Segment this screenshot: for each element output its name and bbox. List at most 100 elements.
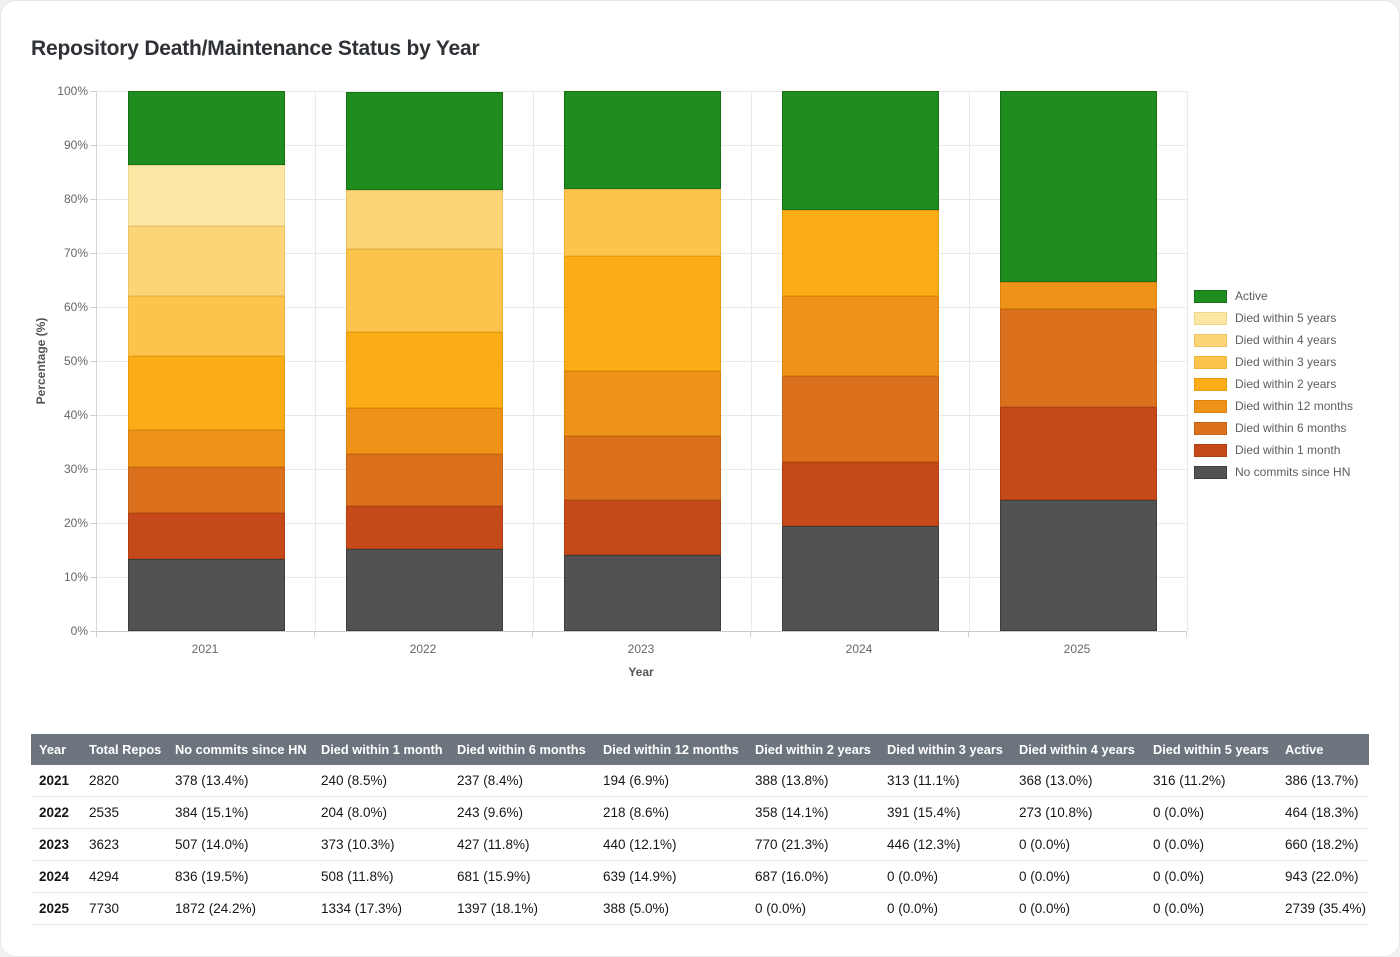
bar-segment-died-within-2-years[interactable] — [127, 355, 285, 431]
bar-segment-died-within-6-months[interactable] — [999, 309, 1157, 407]
bar-segment-active[interactable] — [781, 90, 939, 210]
table-cell: 243 (9.6%) — [449, 796, 595, 829]
legend-item-died-within-3-years[interactable]: Died within 3 years — [1194, 351, 1353, 373]
bar-segment-died-within-1-month[interactable] — [345, 506, 503, 550]
column-header-no-commits-since-hn: No commits since HN — [167, 734, 313, 765]
y-tick-label: 40% — [63, 408, 88, 422]
bar-segment-no-commits-since-hn[interactable] — [999, 500, 1157, 631]
summary-table-wrap: Year Total Repos No commits since HN Died w… — [31, 734, 1369, 925]
bar-segment-died-within-3-years[interactable] — [563, 189, 721, 256]
y-tick-label: 60% — [63, 300, 88, 314]
bar-segment-active[interactable] — [127, 91, 285, 166]
table-cell: 4294 — [81, 860, 167, 893]
bar-segment-died-within-4-years[interactable] — [127, 225, 285, 296]
axis-tick — [90, 307, 96, 308]
bar-segment-no-commits-since-hn[interactable] — [781, 525, 939, 631]
axis-tick — [90, 361, 96, 362]
bar-segment-died-within-2-years[interactable] — [563, 255, 721, 371]
table-body: 2021 2820 378 (13.4%) 240 (8.5%) 237 (8.4%) 1… — [31, 765, 1369, 925]
axis-tick — [968, 631, 969, 637]
table-cell: 0 (0.0%) — [1145, 828, 1277, 861]
bar-segment-died-within-6-months[interactable] — [127, 467, 285, 513]
gridline — [315, 91, 316, 631]
axis-tick — [532, 631, 533, 637]
y-tick-label: 10% — [63, 570, 88, 584]
legend-label: Active — [1235, 289, 1268, 303]
bar-segment-died-within-1-month[interactable] — [999, 406, 1157, 501]
y-tick-label: 100% — [57, 84, 88, 98]
table-cell: 440 (12.1%) — [595, 828, 747, 861]
table-cell: 2025 — [31, 892, 81, 925]
table-cell: 0 (0.0%) — [1145, 892, 1277, 925]
bar-segment-active[interactable] — [563, 91, 721, 190]
legend-label: Died within 12 months — [1235, 399, 1354, 413]
axis-tick — [90, 577, 96, 578]
table-cell: 836 (19.5%) — [167, 860, 313, 893]
bar-segment-died-within-1-month[interactable] — [781, 462, 939, 526]
x-tick-label: 2023 — [627, 642, 655, 656]
table-cell: 7730 — [81, 892, 167, 925]
summary-table: Year Total Repos No commits since HN Died w… — [31, 734, 1369, 925]
bar-segment-no-commits-since-hn[interactable] — [127, 558, 285, 631]
bar-2025 — [999, 91, 1157, 631]
bar-segment-died-within-2-years[interactable] — [781, 209, 939, 296]
table-cell: 0 (0.0%) — [879, 892, 1011, 925]
gridline — [751, 91, 752, 631]
legend-swatch-icon — [1194, 465, 1227, 479]
bar-segment-died-within-3-years[interactable] — [345, 248, 503, 332]
bar-segment-died-within-12-months[interactable] — [781, 295, 939, 377]
bar-segment-active[interactable] — [345, 91, 503, 191]
table-cell: 2820 — [81, 765, 167, 797]
bar-segment-died-within-6-months[interactable] — [781, 376, 939, 463]
table-cell: 2023 — [31, 828, 81, 861]
bar-segment-active[interactable] — [999, 91, 1157, 283]
bar-segment-died-within-1-month[interactable] — [563, 499, 721, 556]
table-cell: 2739 (35.4%) — [1277, 892, 1369, 925]
bar-segment-died-within-3-years[interactable] — [127, 295, 285, 356]
legend-item-died-within-5-years[interactable]: Died within 5 years — [1194, 307, 1353, 329]
axis-tick — [314, 631, 315, 637]
legend-swatch-icon — [1194, 377, 1227, 391]
table-cell: 388 (5.0%) — [595, 892, 747, 925]
bar-segment-died-within-6-months[interactable] — [345, 454, 503, 507]
y-tick-label: 0% — [70, 624, 88, 638]
bar-segment-no-commits-since-hn[interactable] — [345, 549, 503, 631]
table-row-2021: 2021 2820 378 (13.4%) 240 (8.5%) 237 (8.4%) 1… — [31, 765, 1369, 797]
legend-item-died-within-12-months[interactable]: Died within 12 months — [1194, 395, 1353, 417]
legend-item-died-within-2-years[interactable]: Died within 2 years — [1194, 373, 1353, 395]
bar-2022 — [345, 91, 503, 631]
legend-label: Died within 5 years — [1235, 311, 1337, 325]
x-axis-title: Year — [628, 665, 654, 679]
axis-tick — [90, 145, 96, 146]
bar-segment-died-within-4-years[interactable] — [345, 190, 503, 249]
bar-segment-died-within-1-month[interactable] — [127, 512, 285, 559]
gridline — [1187, 91, 1188, 631]
legend-item-died-within-1-month[interactable]: Died within 1 month — [1194, 439, 1353, 461]
table-cell: 770 (21.3%) — [747, 828, 879, 861]
column-header-died-within-5-years: Died within 5 years — [1145, 734, 1277, 765]
legend-label: Died within 3 years — [1235, 355, 1337, 369]
legend-item-no-commits-since-hn[interactable]: No commits since HN — [1194, 461, 1353, 483]
bar-segment-died-within-12-months[interactable] — [999, 282, 1157, 310]
column-header-year: Year — [31, 734, 81, 765]
axis-tick — [90, 469, 96, 470]
column-header-died-within-2-years: Died within 2 years — [747, 734, 879, 765]
table-cell: 2021 — [31, 765, 81, 797]
bar-segment-no-commits-since-hn[interactable] — [563, 555, 721, 631]
bar-segment-died-within-2-years[interactable] — [345, 331, 503, 409]
legend-item-active[interactable]: Active — [1194, 285, 1353, 307]
bar-segment-died-within-5-years[interactable] — [127, 165, 285, 226]
bar-segment-died-within-12-months[interactable] — [563, 370, 721, 437]
legend-item-died-within-6-months[interactable]: Died within 6 months — [1194, 417, 1353, 439]
legend-swatch-icon — [1194, 443, 1227, 457]
bar-2023 — [563, 91, 721, 631]
table-cell: 2022 — [31, 796, 81, 829]
bar-segment-died-within-12-months[interactable] — [127, 430, 285, 468]
table-cell: 943 (22.0%) — [1277, 860, 1369, 893]
bar-segment-died-within-6-months[interactable] — [563, 436, 721, 500]
table-header-row: Year Total Repos No commits since HN Died w… — [31, 734, 1369, 765]
table-cell: 3623 — [81, 828, 167, 861]
legend-item-died-within-4-years[interactable]: Died within 4 years — [1194, 329, 1353, 351]
bar-segment-died-within-12-months[interactable] — [345, 408, 503, 455]
table-cell: 388 (13.8%) — [747, 765, 879, 797]
